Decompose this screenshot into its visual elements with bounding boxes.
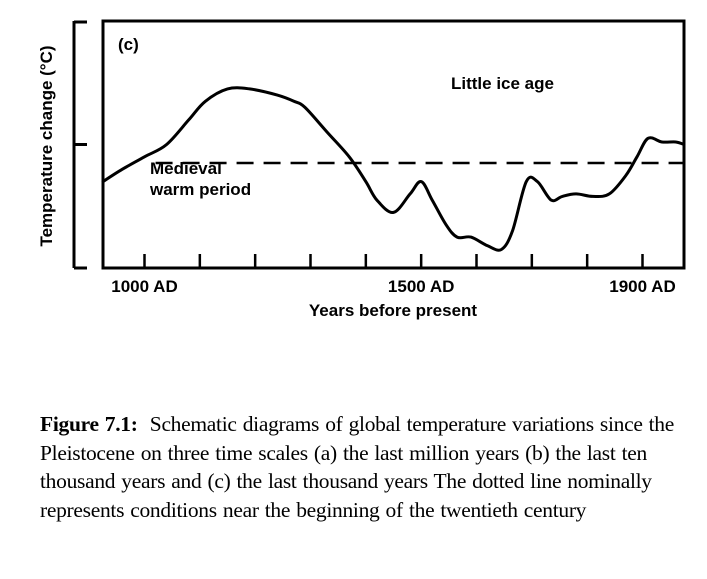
plot-frame: [101, 19, 686, 270]
y-axis-bracket: [72, 20, 87, 270]
x-tick-label-1500: 1500 AD: [388, 277, 454, 296]
x-axis-ticks: [143, 254, 644, 268]
x-tick-label-1000: 1000 AD: [111, 277, 177, 296]
x-axis-title: Years before present: [309, 301, 478, 320]
temperature-series-line: [101, 86, 686, 252]
x-tick-label-1900: 1900 AD: [609, 277, 675, 296]
annotation-little-ice-age: Little ice age: [451, 74, 554, 93]
panel-label: (c): [118, 35, 139, 54]
y-axis-title: Temperature change (°C): [37, 45, 56, 246]
figure-caption-text: Schematic diagrams of global temperature…: [40, 412, 674, 522]
annotation-medieval: Medieval: [150, 159, 222, 178]
x-tick-labels: 1000 AD 1500 AD 1900 AD: [111, 277, 675, 296]
annotation-warm-period: warm period: [149, 180, 251, 199]
figure-caption: Figure 7.1: Schematic diagrams of global…: [40, 410, 700, 524]
figure-label: Figure 7.1:: [40, 412, 138, 436]
chart: (c) Medieval warm period Little ice age …: [37, 19, 686, 320]
